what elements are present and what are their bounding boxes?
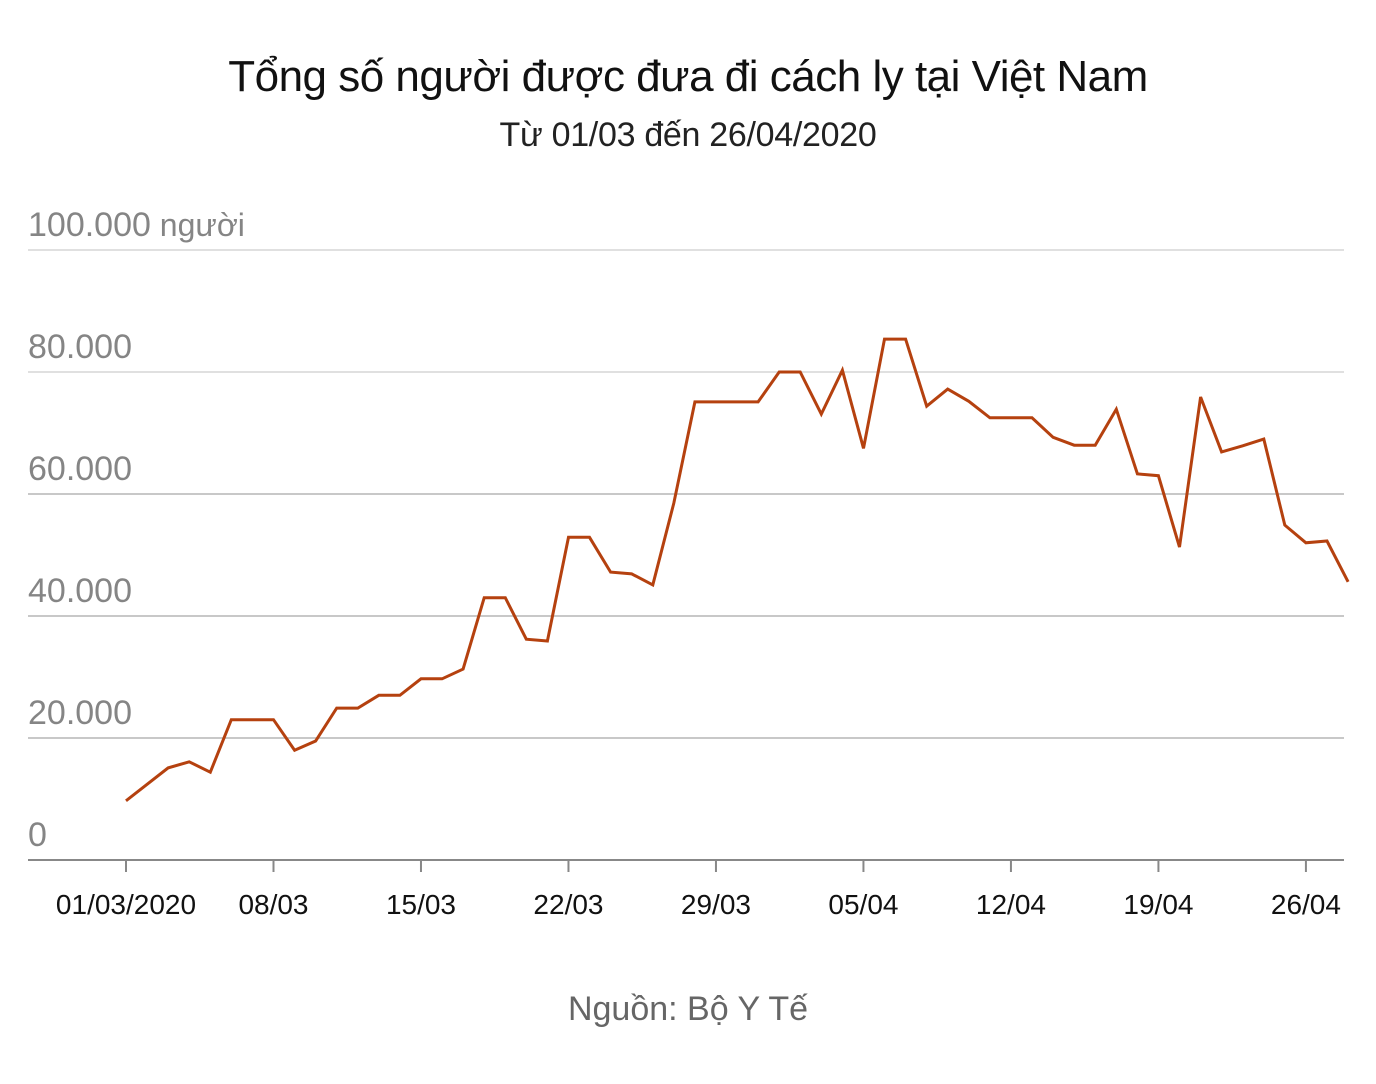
y-tick-label: 60.000 bbox=[28, 450, 132, 488]
y-tick-label: 20.000 bbox=[28, 694, 132, 732]
y-axis-labels: 100.000 người 80.000 60.000 40.000 20.000 0 bbox=[28, 206, 245, 854]
x-tick-label: 05/04 bbox=[828, 889, 898, 920]
chart-subtitle: Từ 01/03 đến 26/04/2020 bbox=[499, 116, 877, 154]
y-tick-label: 80.000 bbox=[28, 328, 132, 366]
x-tick-label: 22/03 bbox=[533, 889, 603, 920]
y-tick-label: 40.000 bbox=[28, 572, 132, 610]
x-axis: 01/03/2020 08/03 15/03 22/03 29/03 05/04 12/04… bbox=[28, 859, 1344, 920]
x-tick-label: 15/03 bbox=[386, 889, 456, 920]
source-note: Nguồn: Bộ Y Tế bbox=[567, 990, 809, 1028]
chart-title: Tổng số người được đưa đi cách ly tại Vi… bbox=[228, 52, 1148, 101]
x-tick-label: 26/04 bbox=[1271, 889, 1341, 920]
x-tick-label: 01/03/2020 bbox=[56, 889, 196, 920]
y-tick-label: 0 bbox=[28, 816, 47, 854]
x-tick-label: 12/04 bbox=[976, 889, 1046, 920]
y-tick-label: 100.000 người bbox=[28, 206, 245, 244]
data-line bbox=[125, 337, 1350, 802]
x-tick-label: 29/03 bbox=[681, 889, 751, 920]
gridlines bbox=[28, 249, 1344, 739]
x-tick-label: 19/04 bbox=[1123, 889, 1193, 920]
x-tick-label: 08/03 bbox=[238, 889, 308, 920]
